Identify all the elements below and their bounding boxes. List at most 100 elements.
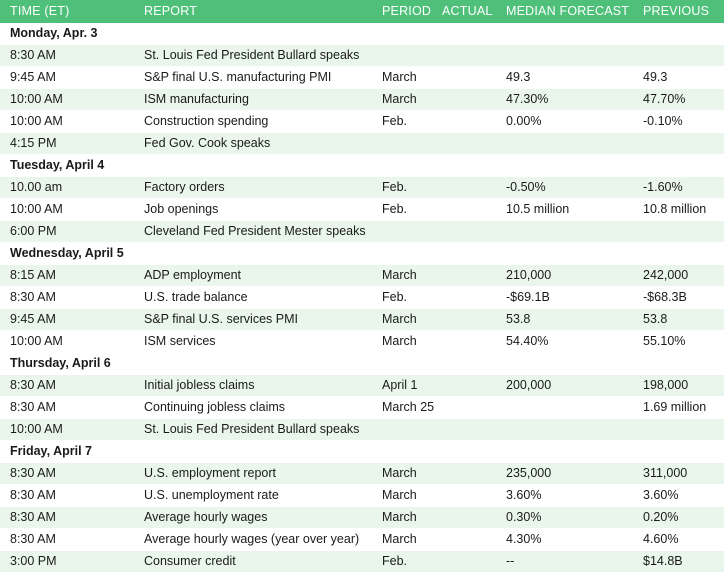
- cell-time: 10:00 AM: [0, 330, 134, 353]
- cell-period: Feb.: [372, 286, 432, 309]
- cell-report: Fed Gov. Cook speaks: [134, 132, 372, 155]
- cell-median-forecast: 47.30%: [496, 88, 633, 111]
- cell-time: 9:45 AM: [0, 308, 134, 331]
- cell-actual: [432, 132, 496, 155]
- cell-actual: [432, 264, 496, 287]
- cell-actual: [432, 286, 496, 309]
- cell-median-forecast: 4.30%: [496, 528, 633, 551]
- cell-median-forecast: 54.40%: [496, 330, 633, 353]
- cell-report: ISM services: [134, 330, 372, 353]
- cell-previous: -0.10%: [633, 110, 724, 133]
- cell-previous: 10.8 million: [633, 198, 724, 221]
- cell-previous: 3.60%: [633, 484, 724, 507]
- day-label: Friday, April 7: [0, 440, 724, 463]
- cell-previous: [633, 220, 724, 243]
- cell-previous: -1.60%: [633, 176, 724, 199]
- cell-actual: [432, 198, 496, 221]
- cell-time: 8:30 AM: [0, 374, 134, 397]
- day-label: Thursday, April 6: [0, 352, 724, 375]
- cell-time: 6:00 PM: [0, 220, 134, 243]
- cell-report: Continuing jobless claims: [134, 396, 372, 419]
- cell-time: 8:30 AM: [0, 528, 134, 551]
- table-row: 8:30 AM U.S. employment report March 235,00…: [0, 462, 724, 485]
- cell-previous: 55.10%: [633, 330, 724, 353]
- cell-actual: [432, 66, 496, 89]
- cell-period: March: [372, 330, 432, 353]
- table-row: 10:00 AM Job openings Feb. 10.5 million 10.8…: [0, 198, 724, 221]
- cell-previous: 49.3: [633, 66, 724, 89]
- cell-report: Construction spending: [134, 110, 372, 133]
- table-row: 6:00 PM Cleveland Fed President Mester sp…: [0, 220, 724, 243]
- table-row: 4:15 PM Fed Gov. Cook speaks: [0, 132, 724, 155]
- header-period: PERIOD: [372, 0, 432, 23]
- cell-report: Average hourly wages (year over year): [134, 528, 372, 551]
- cell-period: March: [372, 308, 432, 331]
- cell-actual: [432, 176, 496, 199]
- cell-actual: [432, 330, 496, 353]
- cell-period: April 1: [372, 374, 432, 397]
- cell-median-forecast: 235,000: [496, 462, 633, 485]
- cell-median-forecast: 3.60%: [496, 484, 633, 507]
- cell-report: St. Louis Fed President Bullard speaks: [134, 418, 372, 441]
- cell-median-forecast: 53.8: [496, 308, 633, 331]
- cell-actual: [432, 462, 496, 485]
- cell-time: 10:00 AM: [0, 418, 134, 441]
- cell-time: 10:00 AM: [0, 88, 134, 111]
- cell-report: Factory orders: [134, 176, 372, 199]
- cell-actual: [432, 110, 496, 133]
- cell-previous: 1.69 million: [633, 396, 724, 419]
- cell-median-forecast: [496, 44, 633, 67]
- cell-period: Feb.: [372, 198, 432, 221]
- header-previous: PREVIOUS: [633, 0, 724, 23]
- cell-actual: [432, 44, 496, 67]
- cell-period: March: [372, 528, 432, 551]
- day-header-row: Wednesday, April 5: [0, 242, 724, 265]
- header-actual: ACTUAL: [432, 0, 496, 23]
- cell-report: U.S. unemployment rate: [134, 484, 372, 507]
- cell-report: S&P final U.S. manufacturing PMI: [134, 66, 372, 89]
- cell-period: [372, 44, 432, 67]
- header-median-forecast: MEDIAN FORECAST: [496, 0, 633, 23]
- cell-actual: [432, 374, 496, 397]
- cell-report: Initial jobless claims: [134, 374, 372, 397]
- cell-time: 8:30 AM: [0, 396, 134, 419]
- table-row: 8:30 AM Average hourly wages March 0.30% 0.2…: [0, 506, 724, 529]
- table-row: 8:30 AM St. Louis Fed President Bullard s…: [0, 44, 724, 67]
- table-row: 9:45 AM S&P final U.S. services PMI March 5…: [0, 308, 724, 331]
- cell-actual: [432, 220, 496, 243]
- cell-median-forecast: -0.50%: [496, 176, 633, 199]
- calendar-body: Monday, Apr. 3 8:30 AM St. Louis Fed Presi…: [0, 23, 724, 573]
- cell-median-forecast: 210,000: [496, 264, 633, 287]
- cell-report: U.S. employment report: [134, 462, 372, 485]
- cell-previous: [633, 418, 724, 441]
- cell-time: 10:00 AM: [0, 110, 134, 133]
- table-row: 10:00 AM St. Louis Fed President Bullard …: [0, 418, 724, 441]
- cell-period: [372, 418, 432, 441]
- cell-period: March: [372, 484, 432, 507]
- cell-time: 4:15 PM: [0, 132, 134, 155]
- day-header-row: Friday, April 7: [0, 440, 724, 463]
- cell-actual: [432, 506, 496, 529]
- table-row: 10:00 AM Construction spending Feb. 0.00% -0…: [0, 110, 724, 133]
- cell-median-forecast: 10.5 million: [496, 198, 633, 221]
- cell-period: March 25: [372, 396, 434, 419]
- table-row: 8:15 AM ADP employment March 210,000 242,000: [0, 264, 724, 287]
- cell-period: March: [372, 506, 432, 529]
- cell-period: Feb.: [372, 110, 432, 133]
- cell-report: U.S. trade balance: [134, 286, 372, 309]
- cell-report: S&P final U.S. services PMI: [134, 308, 372, 331]
- cell-previous: 53.8: [633, 308, 724, 331]
- cell-median-forecast: -$69.1B: [496, 286, 633, 309]
- cell-period: [372, 220, 432, 243]
- cell-period: March: [372, 462, 432, 485]
- cell-time: 10:00 AM: [0, 198, 134, 221]
- cell-report: Average hourly wages: [134, 506, 372, 529]
- cell-period: March: [372, 88, 432, 111]
- header-report: REPORT: [134, 0, 372, 23]
- cell-median-forecast: [496, 220, 633, 243]
- cell-time: 8:30 AM: [0, 462, 134, 485]
- cell-previous: 242,000: [633, 264, 724, 287]
- cell-actual: [432, 418, 496, 441]
- cell-median-forecast: 0.00%: [496, 110, 633, 133]
